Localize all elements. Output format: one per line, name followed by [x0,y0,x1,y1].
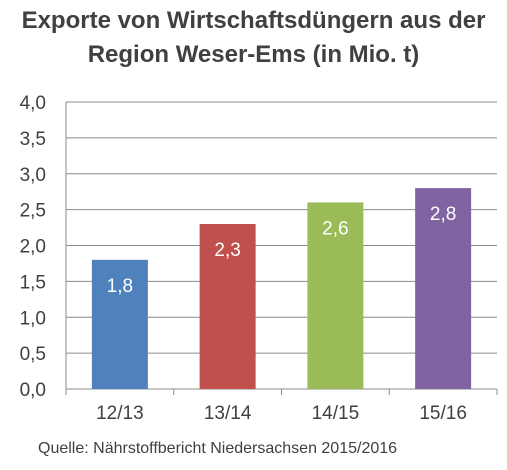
y-tick-label: 1,5 [20,272,46,293]
x-tick-label: 12/13 [96,403,144,424]
bar [415,188,472,389]
y-tick-label: 2,5 [20,201,46,222]
y-tick-label: 2,0 [20,237,46,258]
y-tick-label: 0,0 [20,380,46,401]
data-label: 1,8 [107,276,133,297]
source-note: Quelle: Nährstoffbericht Niedersachsen 2… [38,440,398,457]
chart-title-line-2: Region Weser-Ems (in Mio. t) [87,41,420,68]
y-tick-label: 3,5 [20,129,46,150]
data-label: 2,8 [430,204,456,225]
y-tick-label: 1,0 [20,308,46,329]
chart-title: Exporte von Wirtschaftsdüngern aus der R… [0,4,507,72]
y-tick-label: 4,0 [20,93,46,114]
x-tick-label: 13/14 [204,403,252,424]
chart-title-line-1: Exporte von Wirtschaftsdüngern aus der [21,7,486,34]
bar [307,202,364,389]
y-tick-label: 3,0 [20,165,46,186]
x-tick-label: 14/15 [312,403,360,424]
x-tick-label: 15/16 [419,403,467,424]
data-label: 2,3 [214,240,240,261]
data-label: 2,6 [322,218,348,239]
bar [91,259,148,389]
bar [199,223,256,389]
y-tick-label: 0,5 [20,344,46,365]
